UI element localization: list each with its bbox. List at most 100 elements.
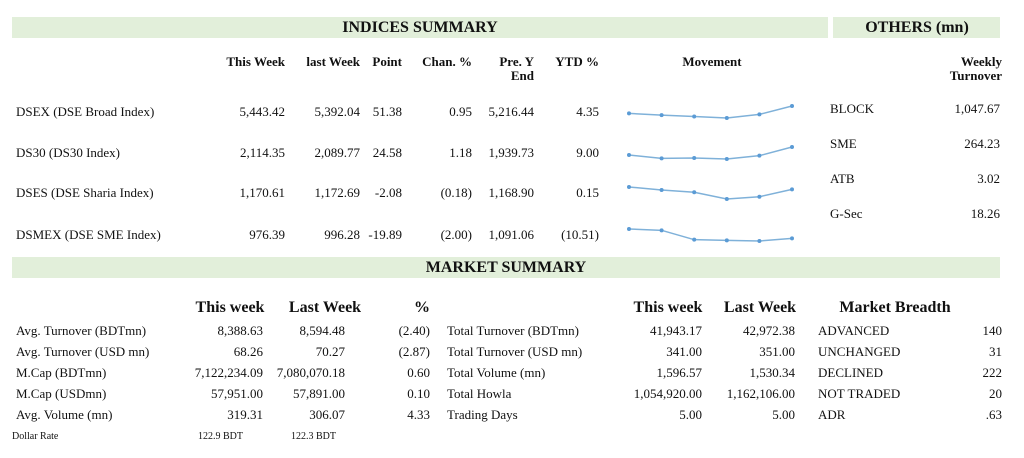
row-label: DSES (DSE Sharia Index) [16,185,154,200]
sparkline-point [692,237,697,242]
cell: 222 [982,365,1003,380]
row-label: Total Howla [447,386,512,401]
section-title: INDICES SUMMARY [342,19,498,36]
sparkline-point [659,188,664,193]
cell: 57,891.00 [293,386,345,401]
row-label: Avg. Turnover (BDTmn) [16,323,147,338]
cell: 2,114.35 [239,145,285,160]
column-header: Last Week [288,299,362,316]
cell: 18.26 [970,206,1000,221]
cell: 1.18 [449,145,472,160]
sparkline [628,146,793,160]
sparkline-point [659,228,664,233]
cell: 1,596.57 [656,365,703,380]
cell: 1,168.90 [488,185,535,200]
cell: 996.28 [324,227,360,242]
sparkline-point [724,197,729,201]
row-label: Total Volume (mn) [447,365,546,380]
row-label: SME [830,136,857,151]
sparkline-point [692,190,697,195]
header-bar [833,17,1000,38]
cell: 4.35 [576,104,599,119]
column-header: This week [633,299,703,316]
cell: 5.00 [679,407,702,422]
row-label: Avg. Turnover (USD mn) [16,344,150,359]
cell: 0.10 [407,386,430,401]
cell: 1,091.06 [488,227,535,242]
cell: 42,972.38 [743,323,795,338]
sparkline [628,105,793,119]
cell: 8,388.63 [217,323,264,338]
row-label: Avg. Volume (mn) [16,407,113,422]
cell: 5,392.04 [314,104,361,119]
sparkline-point [790,187,794,192]
row-label: NOT TRADED [818,386,901,401]
column-header: last Week [306,54,360,69]
cell: 8,594.48 [299,323,346,338]
cell: -2.08 [374,185,402,200]
row-label: DECLINED [818,365,883,380]
cell: 1,172.69 [314,185,361,200]
cell: 31 [989,344,1002,359]
row-label: ATB [830,171,855,186]
cell: 70.27 [315,344,345,359]
sparkline-point [724,116,729,120]
sparkline-point [790,236,794,241]
row-label: DSMEX (DSE SME Index) [16,227,161,242]
header-bar [12,257,1000,278]
row-label: G-Sec [830,206,863,221]
cell: 1,170.61 [239,185,286,200]
cell: 976.39 [249,227,285,242]
column-header: Last Week [723,299,797,316]
column-header: Market Breadth [839,299,951,316]
cell: 7,122,234.09 [194,365,263,380]
cell: 68.26 [233,344,263,359]
cell: 57,951.00 [211,386,263,401]
cell: 0.95 [449,104,472,119]
row-label: Total Turnover (USD mn) [447,344,583,359]
column-header: Point [372,54,402,69]
cell: (0.18) [440,185,472,200]
column-header: Pre. Y End [499,54,534,83]
cell: 41,943.17 [650,323,702,338]
row-label: M.Cap (USDmn) [16,386,107,401]
cell: 5.00 [772,407,795,422]
cell: 122.9 BDT [198,431,243,442]
row-label: BLOCK [830,101,875,116]
cell: 319.31 [227,407,263,422]
sparkline-point [659,156,664,161]
cell: 4.33 [407,407,430,422]
sparkline-point [757,239,762,243]
cell: 9.00 [576,145,599,160]
row-label: Dollar Rate [12,431,59,442]
cell: -19.89 [368,227,402,242]
column-header: Weekly Turnover [949,54,1002,83]
cell: .63 [985,407,1002,422]
cell: 2,089.77 [314,145,361,160]
sparkline-point [692,114,697,119]
sparkline-point [790,104,794,108]
cell: 5,443.42 [239,104,286,119]
cell: 341.00 [666,344,702,359]
column-header: Movement [682,54,742,69]
cell: 1,047.67 [954,101,1001,116]
section-title: OTHERS (mn) [865,19,969,36]
cell: 3.02 [977,171,1000,186]
section-title: MARKET SUMMARY [425,259,587,276]
sparkline-point [692,156,697,160]
row-label: DSEX (DSE Broad Index) [16,104,155,119]
cell: 1,530.34 [749,365,796,380]
cell: (2.00) [440,227,472,242]
row-label: Total Turnover (BDTmn) [447,323,579,338]
column-header: This week [195,299,265,316]
cell: (2.40) [398,323,430,338]
cell: 0.15 [576,185,599,200]
row-label: DS30 (DS30 Index) [16,145,120,160]
cell: 1,939.73 [488,145,535,160]
sparkline-point [627,153,631,157]
sparkline [628,228,793,242]
cell: (2.87) [398,344,430,359]
row-label: ADVANCED [818,323,890,338]
